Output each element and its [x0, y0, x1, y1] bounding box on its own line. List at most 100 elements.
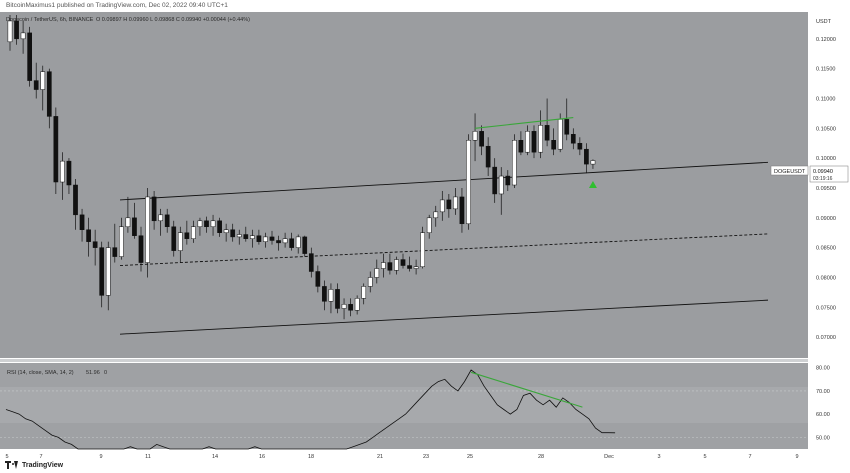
- time-tick-label: 16: [259, 454, 265, 460]
- candle-up: [119, 226, 124, 257]
- candle-down: [184, 232, 190, 239]
- candle-up: [420, 232, 425, 267]
- time-tick-label: 9: [795, 454, 798, 460]
- tradingview-logo[interactable]: TradingView: [5, 461, 63, 469]
- candle-up: [177, 232, 183, 251]
- candle-up: [512, 140, 517, 186]
- candle-up: [367, 277, 373, 287]
- time-tick-label: 11: [145, 454, 151, 460]
- countdown-label: 03:19:16: [813, 176, 833, 182]
- candle-down: [322, 286, 327, 302]
- channel-line-middle: [119, 233, 769, 266]
- candle-up: [158, 214, 164, 222]
- candle-up: [250, 235, 255, 239]
- time-tick-label: Dec: [604, 454, 614, 460]
- candle-up: [341, 304, 347, 309]
- candle-up: [381, 262, 386, 269]
- candle-down: [485, 145, 491, 168]
- candle-up: [426, 217, 432, 233]
- candle-down: [492, 166, 498, 195]
- time-tick-label: 9: [99, 454, 102, 460]
- time-tick-label: 23: [423, 454, 429, 460]
- candle-down: [86, 229, 91, 242]
- price-tick-label: 0.09500: [816, 186, 836, 192]
- candle-down: [459, 196, 465, 225]
- candle-down: [531, 131, 537, 153]
- candle-down: [570, 134, 576, 144]
- candle-up: [282, 238, 288, 244]
- price-axis-background: [808, 12, 850, 449]
- candle-down: [151, 196, 157, 222]
- candle-down: [112, 247, 118, 257]
- candle-up: [236, 234, 242, 238]
- rsi-title: RSI (14, close, SMA, 14, 2): [7, 370, 74, 376]
- channel-line-lower: [119, 299, 769, 335]
- candle-up: [210, 220, 216, 228]
- candle-down: [33, 80, 39, 90]
- time-tick-label: 25: [467, 454, 473, 460]
- candle-down: [335, 289, 340, 309]
- price-tick-label: 0.10500: [816, 126, 836, 132]
- candle-up: [498, 175, 504, 195]
- candle-down: [14, 20, 19, 40]
- price-tick-label: 0.11000: [816, 97, 835, 103]
- candle-up: [125, 217, 131, 228]
- candle-down: [315, 271, 321, 287]
- candle-down: [243, 234, 249, 239]
- candle-down: [53, 116, 59, 183]
- symbol-line: Dogecoin / TetherUS, 6h, BINANCE: [6, 17, 94, 23]
- candle-up: [590, 160, 596, 165]
- candle-up: [354, 298, 360, 311]
- time-tick-label: 5: [5, 454, 8, 460]
- candle-up: [197, 220, 203, 228]
- candle-up: [145, 196, 150, 263]
- candle-down: [505, 175, 511, 186]
- price-tick-label: 0.09000: [816, 216, 836, 222]
- chart-area[interactable]: 0.12000 0.11500 0.11000 0.10500 0.10000 0.095…: [0, 12, 850, 460]
- publisher-line: BitcoinMaximus1 published on TradingView…: [0, 0, 850, 12]
- candle-down: [138, 235, 144, 263]
- candle-up: [453, 196, 458, 210]
- rsi-tick-label: 60.00: [816, 412, 830, 418]
- candles: [7, 14, 596, 320]
- candle-up: [439, 199, 445, 213]
- rsi-indicator: [0, 369, 808, 450]
- candle-down: [302, 236, 308, 254]
- candle-down: [446, 199, 452, 210]
- price-tick-label: 0.07000: [816, 335, 836, 341]
- price-tick-label: 0.07500: [816, 305, 836, 311]
- rsi-line: [5, 369, 616, 450]
- rsi-tick-label: 70.00: [816, 389, 830, 395]
- candle-down: [66, 160, 72, 186]
- candle-up: [538, 125, 543, 153]
- axes: 0.12000 0.11500 0.11000 0.10500 0.10000 0.095…: [5, 37, 835, 460]
- candle-down: [544, 125, 550, 141]
- rsi-band: [0, 387, 808, 423]
- candle-down: [518, 140, 524, 153]
- time-tick-label: 21: [377, 454, 383, 460]
- candle-down: [276, 240, 281, 244]
- time-tick-label: 7: [39, 454, 42, 460]
- time-tick-label: 14: [212, 454, 218, 460]
- price-divergence-line: [474, 117, 574, 129]
- candle-up: [557, 119, 563, 150]
- candle-down: [348, 304, 353, 311]
- channel-line-upper: [119, 161, 769, 201]
- candle-down: [132, 217, 137, 236]
- time-tick-label: 5: [703, 454, 706, 460]
- candle-up: [472, 131, 478, 141]
- candle-down: [73, 184, 78, 216]
- candle-down: [400, 259, 406, 266]
- price-pane-background: [0, 12, 808, 358]
- price-tick-label: 0.08000: [816, 275, 836, 281]
- candle-down: [269, 236, 275, 241]
- candle-down: [407, 265, 412, 269]
- candle-down: [551, 140, 556, 150]
- candle-up: [40, 71, 46, 90]
- candle-up: [433, 211, 439, 219]
- tradingview-brand: TradingView: [22, 461, 64, 469]
- candle-down: [256, 235, 262, 242]
- symbol-label: DOGEUSDT: [774, 169, 806, 175]
- chart-svg[interactable]: 0.12000 0.11500 0.11000 0.10500 0.10000 0.095…: [0, 12, 850, 460]
- price-tick-label: 0.10000: [816, 156, 836, 162]
